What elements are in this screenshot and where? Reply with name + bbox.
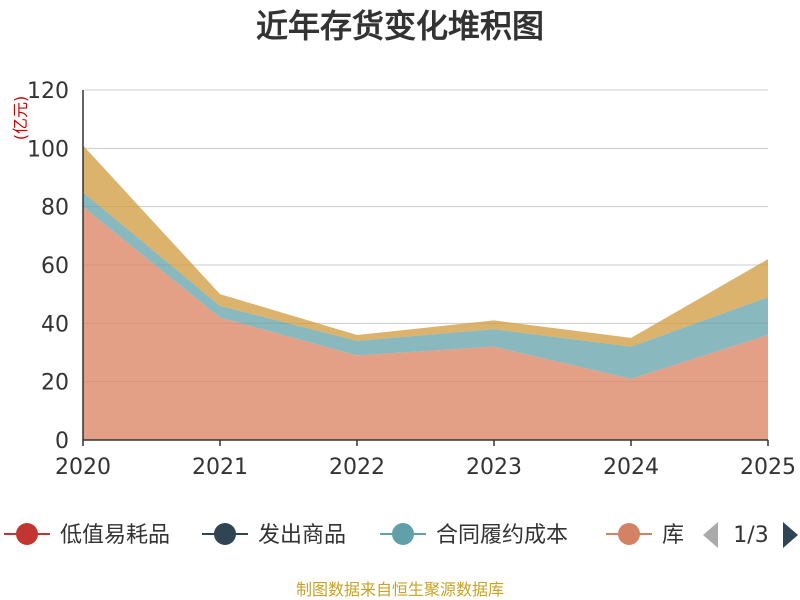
legend-marker-icon [16,523,38,545]
legend-item-label: 发出商品 [258,523,346,548]
y-tick-label: 40 [41,312,69,337]
legend-item[interactable]: 合同履约成本 [380,523,568,548]
legend[interactable]: 低值易耗品 发出商品 合同履约成本 库 [4,523,684,548]
data-source-note: 制图数据来自恒生聚源数据库 [296,580,504,599]
y-tick-label: 80 [41,196,69,221]
y-tick-label: 0 [55,429,69,454]
legend-marker-icon [214,523,236,545]
legend-item-label: 库 [662,523,684,548]
y-tick-labels: 0 20 40 60 80 100 120 [27,79,69,454]
y-tick-label: 20 [41,371,69,396]
x-tick-label: 2021 [192,455,248,480]
legend-item-label: 低值易耗品 [60,523,170,548]
legend-prev-page-icon[interactable] [703,522,718,548]
x-tick-labels: 2020 2021 2022 2023 2024 2025 [55,455,796,480]
y-tick-label: 120 [27,79,69,104]
legend-item[interactable]: 低值易耗品 [4,523,170,548]
chart-title: 近年存货变化堆积图 [256,7,544,45]
axes [82,90,769,446]
legend-marker-icon [392,523,414,545]
area-series [83,145,768,440]
legend-item[interactable]: 发出商品 [202,523,346,548]
y-tick-label: 100 [27,137,69,162]
x-tick-label: 2025 [740,455,796,480]
y-axis-unit-label: (亿元) [11,96,30,141]
x-tick-label: 2024 [603,455,659,480]
x-tick-label: 2023 [466,455,522,480]
area-series-0 [83,206,768,440]
legend-item-label: 合同履约成本 [436,523,568,548]
legend-pager[interactable]: 1/3 [703,522,798,548]
legend-page-indicator: 1/3 [733,523,768,548]
legend-item[interactable]: 库 [606,523,684,548]
y-tick-label: 60 [41,254,69,279]
legend-next-page-icon[interactable] [783,522,798,548]
x-tick-label: 2022 [329,455,385,480]
x-tick-label: 2020 [55,455,111,480]
legend-marker-icon [618,523,640,545]
area-series-1 [83,192,768,379]
